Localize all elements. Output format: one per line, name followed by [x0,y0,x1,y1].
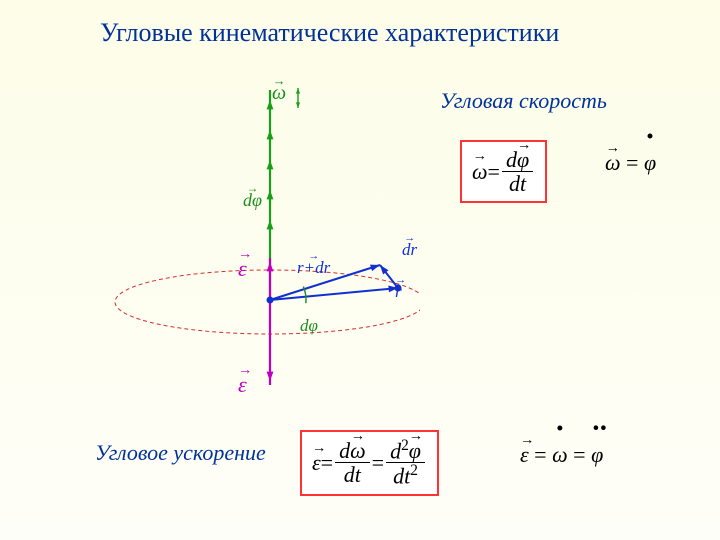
frac-domega-dt: dω dt [335,439,370,486]
figlabel-rdr: r+dr [297,258,330,278]
kinematics-figure [80,70,420,410]
sym-omega-dot: ω [552,442,568,467]
sym-phi-dot: φ [644,150,656,175]
sym-sup2: 2 [410,462,418,479]
sym-phi: φ [409,438,421,463]
sym-dt: dt [344,462,361,487]
figlabel-dphi_vec: dφ [243,190,262,211]
formula-epsilon-aux: ε = ω = φ [520,442,603,468]
frac-dphi-dt: dφ dt [502,148,533,195]
sym-d: d [339,438,350,463]
eq-sign: = [534,442,552,467]
sym-eps: ε [520,442,529,467]
eq-sign: = [488,159,500,185]
figlabel-eps_top: ε [238,256,247,282]
eq-sign: = [626,150,644,175]
figlabel-r: r [395,282,402,302]
sym-sup2: 2 [401,437,409,454]
figlabel-eps_bot: ε [238,372,247,398]
figlabel-omega: ω [272,82,286,105]
figlabel-dphi: dφ [300,316,318,336]
sym-phi: φ [517,147,529,172]
formula-omega-box: ω = dφ dt [460,140,547,203]
figlabel-dr: dr [402,240,417,260]
sym-omega: ω [350,438,366,463]
subtitle-angular-velocity: Угловая скорость [440,88,607,114]
sym-omega: ω [472,159,488,184]
sym-omega: ω [605,150,621,175]
sym-dt: dt [509,171,526,196]
subtitle-angular-acceleration: Угловое ускорение [95,440,266,466]
sym-d: d [390,438,401,463]
page-title: Угловые кинематические характеристики [100,18,559,48]
sym-eps: ε [312,450,321,475]
eq-sign: = [573,442,591,467]
formula-omega-aux: ω = φ [605,150,656,176]
sym-d: d [506,147,517,172]
eq-sign: = [372,450,384,476]
frac-d2phi-dt2: d2φ dt2 [386,438,425,488]
sym-dt: dt [393,464,410,489]
formula-epsilon-box: ε = dω dt = d2φ dt2 [300,430,439,496]
sym-phi-ddot: φ [591,442,603,467]
